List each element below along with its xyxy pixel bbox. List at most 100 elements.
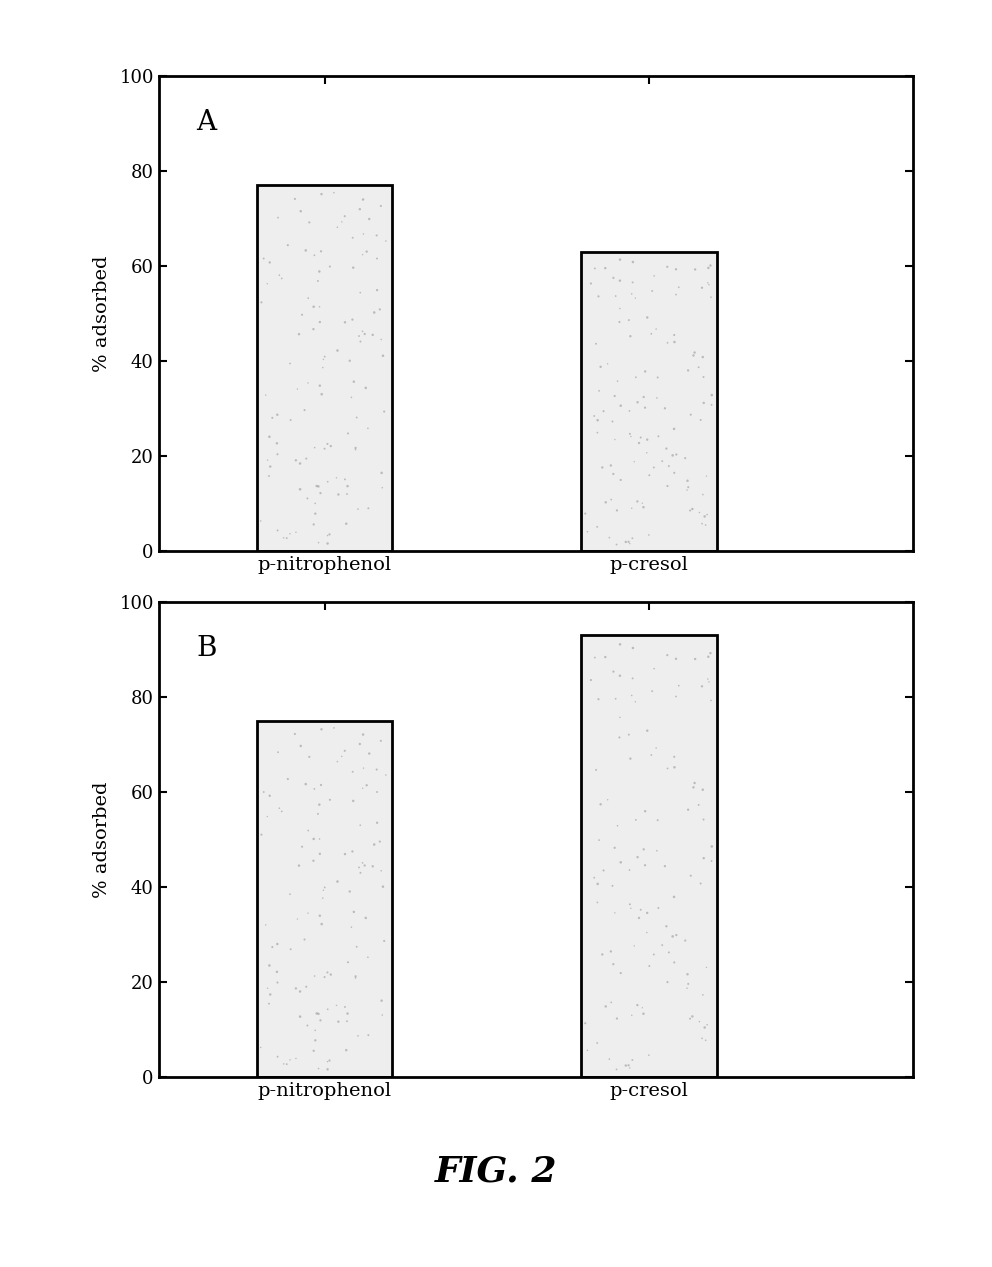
Point xyxy=(609,535,625,555)
Point xyxy=(282,353,298,374)
Point xyxy=(337,741,353,761)
Point xyxy=(306,296,321,317)
Point xyxy=(279,1054,295,1074)
Point xyxy=(298,241,313,261)
Point xyxy=(591,830,607,850)
Point xyxy=(334,746,350,767)
Point xyxy=(613,963,629,983)
Point xyxy=(307,245,322,265)
Point xyxy=(342,882,358,902)
Point xyxy=(609,371,625,392)
Point xyxy=(588,333,604,353)
Point xyxy=(612,270,628,290)
Point xyxy=(270,1047,286,1067)
Point xyxy=(607,902,623,922)
Point xyxy=(374,478,390,498)
Point xyxy=(372,299,388,319)
Point xyxy=(655,451,671,471)
Point xyxy=(667,758,682,778)
Point xyxy=(347,440,363,460)
Point xyxy=(603,455,619,475)
Point xyxy=(352,332,368,352)
Point xyxy=(322,436,338,456)
Point xyxy=(637,801,653,821)
Point xyxy=(695,367,711,388)
Point xyxy=(625,252,641,272)
Point xyxy=(300,903,315,924)
Point xyxy=(642,955,658,976)
Point xyxy=(290,379,306,399)
Point xyxy=(279,528,295,549)
Y-axis label: % adsorbed: % adsorbed xyxy=(93,782,111,897)
Point xyxy=(651,426,667,446)
Point xyxy=(637,398,653,418)
Point xyxy=(334,212,350,232)
Point xyxy=(694,1029,710,1049)
Point xyxy=(680,978,695,998)
Point xyxy=(587,647,603,668)
Point xyxy=(293,479,309,499)
Point xyxy=(350,499,366,519)
Point xyxy=(631,433,647,454)
Point xyxy=(627,288,643,308)
Point xyxy=(630,848,646,868)
Point xyxy=(637,855,653,875)
Bar xyxy=(257,185,393,551)
Point xyxy=(355,778,371,798)
Point xyxy=(361,744,377,764)
Point xyxy=(374,1005,390,1025)
Point xyxy=(703,288,719,308)
Point xyxy=(313,241,329,261)
Point xyxy=(343,917,359,938)
Point xyxy=(703,851,719,872)
Point xyxy=(597,647,613,668)
Point xyxy=(280,769,296,789)
Point xyxy=(261,466,277,487)
Point xyxy=(592,357,608,378)
Point xyxy=(639,922,655,943)
Point xyxy=(360,418,376,438)
Point xyxy=(595,402,611,422)
Point xyxy=(375,877,391,897)
Point xyxy=(313,184,329,204)
Point xyxy=(328,468,344,488)
Point xyxy=(612,707,628,727)
Point xyxy=(352,199,368,219)
Point xyxy=(586,868,602,888)
Point xyxy=(262,984,278,1005)
Point xyxy=(330,1011,346,1031)
Point xyxy=(605,954,621,974)
Point xyxy=(276,1054,292,1074)
Point xyxy=(695,810,711,830)
Point xyxy=(349,936,365,957)
Point xyxy=(594,944,610,964)
Point xyxy=(669,445,684,465)
Point xyxy=(329,341,345,361)
Point xyxy=(354,853,370,873)
Point xyxy=(641,525,657,545)
Point xyxy=(704,385,720,405)
Point xyxy=(314,888,330,908)
Point xyxy=(373,329,389,350)
Point xyxy=(624,1050,640,1071)
Point xyxy=(347,967,363,987)
Point xyxy=(330,484,346,504)
Point xyxy=(667,332,682,352)
Point xyxy=(339,476,355,497)
Point xyxy=(592,794,608,815)
Point xyxy=(360,498,376,518)
Point xyxy=(345,228,361,248)
Point xyxy=(583,274,599,294)
Point xyxy=(259,806,275,826)
Point xyxy=(311,375,327,395)
Point xyxy=(600,353,616,374)
Point xyxy=(700,257,716,277)
Y-axis label: % adsorbed: % adsorbed xyxy=(93,256,111,371)
Point xyxy=(360,948,376,968)
Point xyxy=(253,511,269,531)
Point xyxy=(326,182,342,203)
Point xyxy=(644,680,660,701)
Point xyxy=(682,404,698,424)
Point xyxy=(597,258,613,279)
Point xyxy=(681,974,696,995)
